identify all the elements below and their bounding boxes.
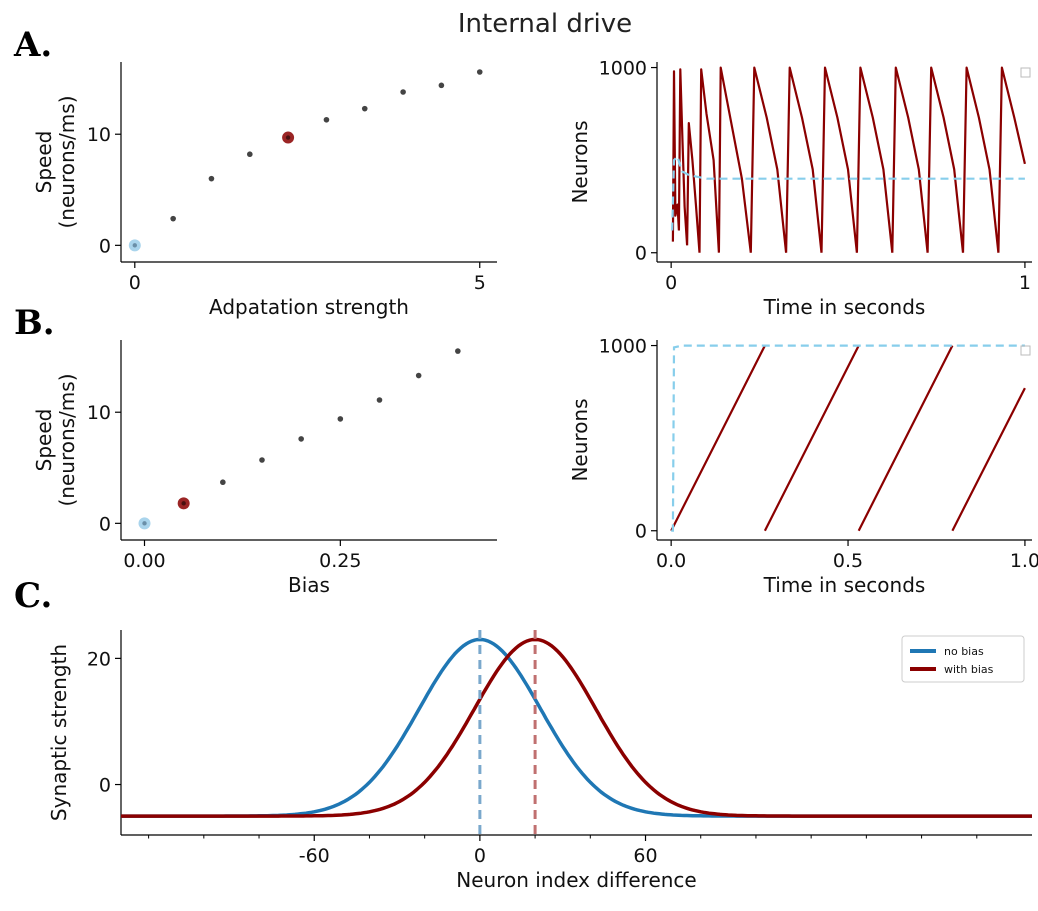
data-point: [400, 89, 406, 95]
x-tick-label: 0: [665, 272, 677, 294]
x-tick-label: 0.5: [833, 550, 863, 572]
y-tick-label: 0: [99, 513, 111, 535]
series-line-0: [121, 637, 1032, 818]
x-tick-label: 60: [633, 845, 657, 867]
legend-entry: with bias: [944, 663, 994, 676]
y-axis-label: Speed: [32, 409, 56, 472]
series-line-activity: [670, 345, 1026, 532]
x-tick-label: -60: [299, 845, 330, 867]
panel-label-c: C.: [14, 576, 52, 616]
data-point: [455, 348, 461, 354]
data-point: [438, 82, 445, 89]
series-line-baseline: [671, 154, 1025, 231]
x-axis-label: Adpatation strength: [209, 295, 409, 319]
y-axis-label: (neurons/ms): [55, 95, 79, 228]
y-tick-label: 0: [635, 243, 647, 265]
x-tick-label: 0: [474, 845, 486, 867]
y-axis-label: Neurons: [568, 398, 592, 481]
y-tick-label: 10: [87, 124, 111, 146]
data-point: [181, 501, 186, 506]
y-tick-label: 0: [99, 775, 111, 797]
x-axis-label: Neuron index difference: [456, 868, 696, 892]
panel-a-left-scatter: 0 5 0 10 Adpatation strength Speed (neurons/ms…: [32, 62, 497, 319]
data-point: [298, 436, 304, 442]
data-point: [259, 457, 265, 463]
data-point: [323, 116, 330, 123]
data-point: [247, 151, 253, 158]
y-axis-label: Speed: [32, 131, 56, 194]
x-axis-label: Bias: [288, 573, 330, 597]
legend-box: [1020, 345, 1031, 356]
panel-label-a: A.: [13, 25, 52, 65]
panel-a-right-line: 0 1 0 1000 Time in seconds Neurons: [568, 58, 1032, 319]
series-line-1: [121, 637, 1032, 818]
data-point: [361, 105, 368, 112]
y-axis-label: (neurons/ms): [55, 373, 79, 506]
data-point: [132, 243, 137, 248]
x-tick-label: 0: [129, 272, 141, 294]
data-point: [415, 372, 422, 379]
y-tick-label: 1000: [599, 58, 647, 80]
data-point: [476, 69, 483, 75]
panel-b-right-line: 0.0 0.5 1.0 0 1000 Time in seconds Neurons: [568, 336, 1038, 597]
data-point: [142, 521, 147, 526]
series-line-activity: [671, 66, 1026, 253]
x-tick-label: 0.25: [319, 550, 361, 572]
panel-c-gaussian: -60 0 60 0 20 Neuron index difference Synaptic…: [47, 630, 1032, 892]
data-point: [337, 416, 344, 422]
x-tick-label: 0.0: [656, 550, 686, 572]
panel-b-left-scatter: 0.00 0.25 0 10 Bias Speed (neurons/ms): [32, 340, 497, 597]
figure-title: Internal drive: [458, 9, 632, 39]
legend: no bias with bias: [901, 635, 1025, 683]
data-point: [285, 135, 291, 140]
data-point: [208, 175, 215, 182]
legend-entry: no bias: [944, 645, 984, 658]
series-line-baseline: [671, 344, 1025, 532]
x-axis-label: Time in seconds: [763, 295, 926, 319]
x-tick-label: 1: [1019, 272, 1031, 294]
data-point: [170, 215, 176, 222]
x-tick-label: 5: [474, 272, 486, 294]
y-tick-label: 0: [99, 235, 111, 257]
y-tick-label: 10: [87, 402, 111, 424]
data-point: [376, 397, 383, 403]
y-axis-label: Synaptic strength: [47, 644, 71, 821]
y-tick-label: 20: [87, 648, 111, 670]
x-tick-label: 0.00: [123, 550, 165, 572]
data-point: [220, 479, 226, 486]
y-axis-label: Neurons: [568, 120, 592, 203]
x-axis-label: Time in seconds: [763, 573, 926, 597]
y-tick-label: 1000: [599, 336, 647, 358]
x-tick-label: 1.0: [1010, 550, 1038, 572]
panel-label-b: B.: [14, 303, 55, 343]
legend-box: [1020, 67, 1031, 78]
y-tick-label: 0: [635, 521, 647, 543]
